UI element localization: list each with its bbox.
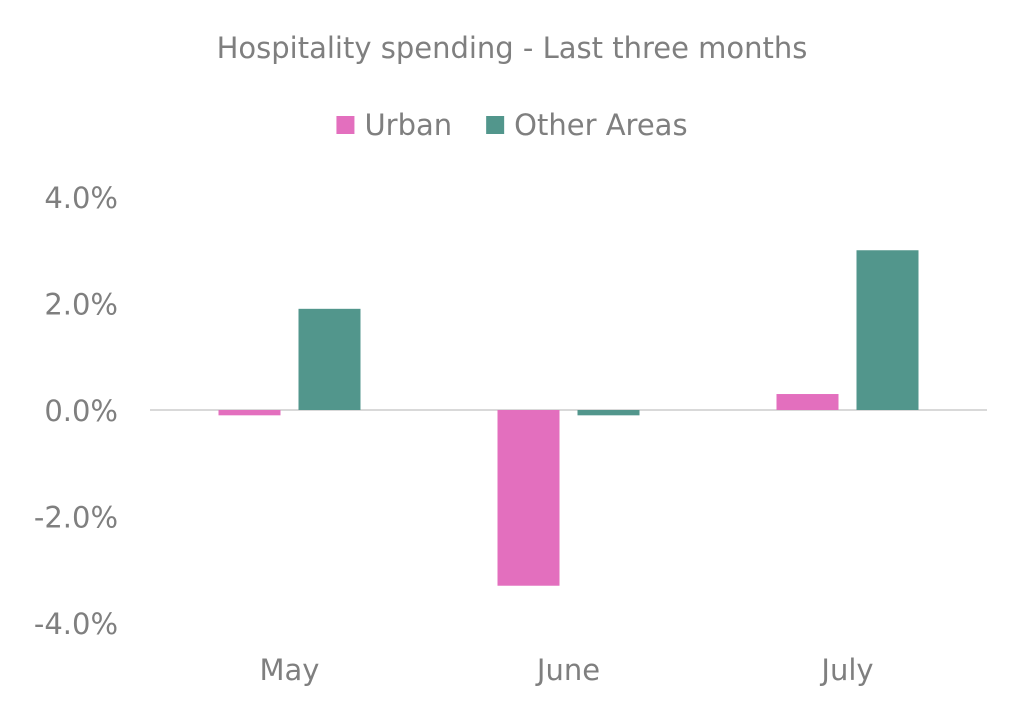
y-tick-label: 2.0% — [44, 288, 118, 322]
legend-item-other-areas: Other Areas — [486, 108, 688, 142]
x-tick-label: July — [819, 653, 873, 687]
bar-urban-may — [218, 410, 281, 416]
y-tick-label: 0.0% — [44, 394, 118, 428]
legend-item-urban: Urban — [336, 108, 452, 142]
x-axis: May June July — [260, 653, 874, 687]
bar-urban-june — [497, 410, 560, 586]
legend-swatch — [486, 116, 505, 134]
y-tick-label: -4.0% — [34, 607, 118, 641]
bar-other-areas-june — [577, 410, 640, 416]
bars — [218, 250, 919, 586]
legend-label: Urban — [364, 108, 452, 142]
legend-swatch — [336, 116, 355, 134]
legend: Urban Other Areas — [336, 108, 688, 142]
x-tick-label: May — [260, 653, 320, 687]
y-tick-label: -2.0% — [34, 501, 118, 535]
chart-title: Hospitality spending - Last three months — [217, 31, 808, 65]
bar-other-areas-july — [856, 250, 919, 410]
bar-urban-july — [776, 394, 839, 410]
y-tick-label: 4.0% — [44, 181, 118, 215]
x-tick-label: June — [535, 653, 600, 687]
legend-label: Other Areas — [514, 108, 687, 142]
bar-other-areas-may — [298, 308, 361, 410]
y-axis: 4.0% 2.0% 0.0% -2.0% -4.0% — [34, 181, 118, 641]
